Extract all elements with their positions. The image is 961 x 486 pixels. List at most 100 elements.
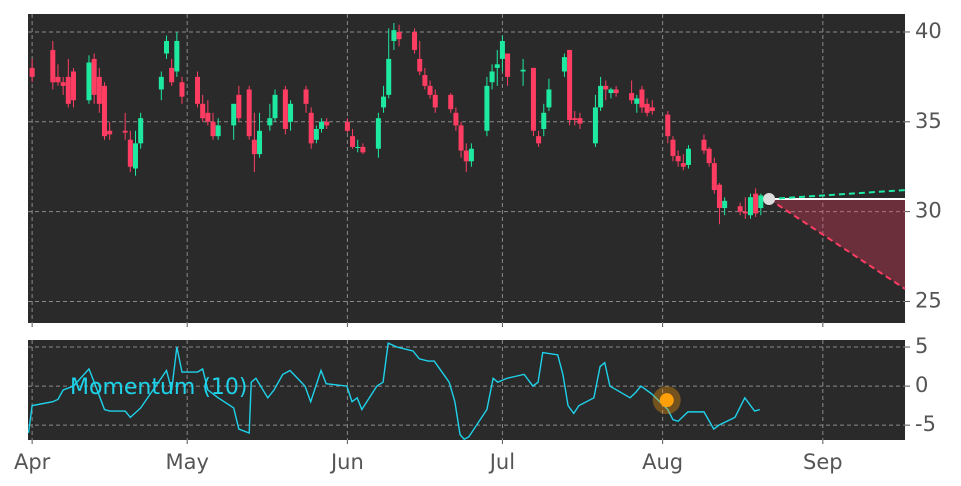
candle-body [608, 89, 614, 94]
candle-body [634, 98, 640, 104]
x-tick-label: Jun [329, 450, 364, 474]
candle-body [122, 130, 128, 133]
marker [659, 393, 674, 408]
x-tick-label: Jul [488, 450, 515, 474]
candle-body [737, 206, 743, 212]
candle-body [381, 96, 387, 108]
candle-body [567, 49, 573, 120]
candle-body [101, 85, 107, 137]
candle-body [375, 118, 381, 149]
candle-body [716, 184, 722, 209]
candle-body [685, 148, 691, 165]
candle-body [722, 200, 728, 209]
candle-body [391, 30, 397, 41]
y-tick-label: -5 [915, 412, 936, 436]
y-tick-label: 30 [915, 199, 942, 223]
candle-body [91, 58, 97, 95]
candle-body [536, 136, 542, 144]
candle-body [598, 85, 604, 108]
candle-body [215, 125, 221, 137]
candle-body [355, 146, 361, 148]
candle-body [282, 89, 288, 129]
candle-body [613, 89, 619, 94]
x-tick-label: Apr [14, 450, 51, 474]
forecast-lower [768, 198, 906, 290]
candle-body [453, 112, 459, 126]
candle-body [701, 139, 707, 151]
candle-body [205, 112, 211, 122]
candle-body [753, 193, 759, 214]
candle-body [629, 93, 635, 101]
candle-body [592, 107, 598, 144]
candle-body [665, 114, 671, 137]
candle-body [164, 40, 170, 54]
candle-body [541, 112, 547, 129]
candle-body [505, 53, 511, 77]
candle-body [468, 148, 474, 162]
candle-body [158, 76, 164, 90]
candle-body [303, 89, 309, 104]
candle-body [70, 71, 76, 101]
x-tick-label: May [165, 450, 208, 474]
x-tick-label: Sep [803, 450, 843, 474]
candle-body [448, 94, 454, 110]
x-tick-label: Aug [642, 450, 683, 474]
candle-body [427, 85, 433, 95]
candle-body [86, 62, 92, 101]
candle-body [65, 76, 71, 104]
candle-body [386, 58, 392, 95]
candle-body [107, 130, 113, 135]
candle-body [680, 163, 686, 167]
y-tick-label: 40 [915, 19, 942, 43]
candle-body [675, 155, 681, 162]
candle-body [396, 31, 402, 40]
momentum-panel [28, 340, 905, 440]
candle-body [132, 143, 138, 169]
candle-body [127, 139, 133, 167]
candle-body [246, 89, 252, 137]
y-tick-label: 35 [915, 109, 942, 133]
candle-body [169, 67, 175, 83]
candle-body [55, 76, 61, 83]
candle-body [670, 139, 676, 156]
candle-body [360, 146, 366, 153]
candle-body [499, 40, 505, 59]
y-tick-label: 0 [915, 373, 928, 397]
momentum-line [27, 342, 760, 441]
candle-body [494, 64, 500, 68]
candle-body [530, 67, 536, 131]
candle-body [308, 112, 314, 144]
candle-body [257, 130, 263, 155]
candle-body [742, 211, 748, 214]
candle-body [344, 121, 350, 131]
candle-body [489, 71, 495, 83]
legend-label: Momentum (10) [70, 375, 248, 400]
candle-body [546, 89, 552, 108]
candle-body [174, 40, 180, 72]
candle-body [747, 197, 753, 216]
candle-body [520, 69, 526, 72]
candle-body [463, 150, 469, 162]
candle-body [231, 103, 237, 126]
candle-body [200, 103, 206, 119]
candle-body [267, 118, 273, 126]
candle-body [706, 148, 712, 164]
candle-body [288, 103, 294, 122]
candle-body [412, 31, 418, 50]
candle-body [577, 118, 583, 124]
candle-body [350, 136, 356, 147]
candle-body [50, 49, 56, 83]
forecast-upper [769, 189, 906, 201]
candle-body [313, 128, 319, 140]
candle-body [324, 121, 330, 126]
candle-body [138, 118, 144, 144]
y-tick-label: 5 [915, 334, 928, 358]
candle-body [484, 85, 490, 131]
candle-body [758, 195, 764, 209]
candle-body [319, 121, 325, 129]
candle-body [422, 75, 428, 86]
candle-body [272, 94, 278, 119]
candle-body [251, 139, 257, 155]
candle-body [603, 85, 609, 90]
